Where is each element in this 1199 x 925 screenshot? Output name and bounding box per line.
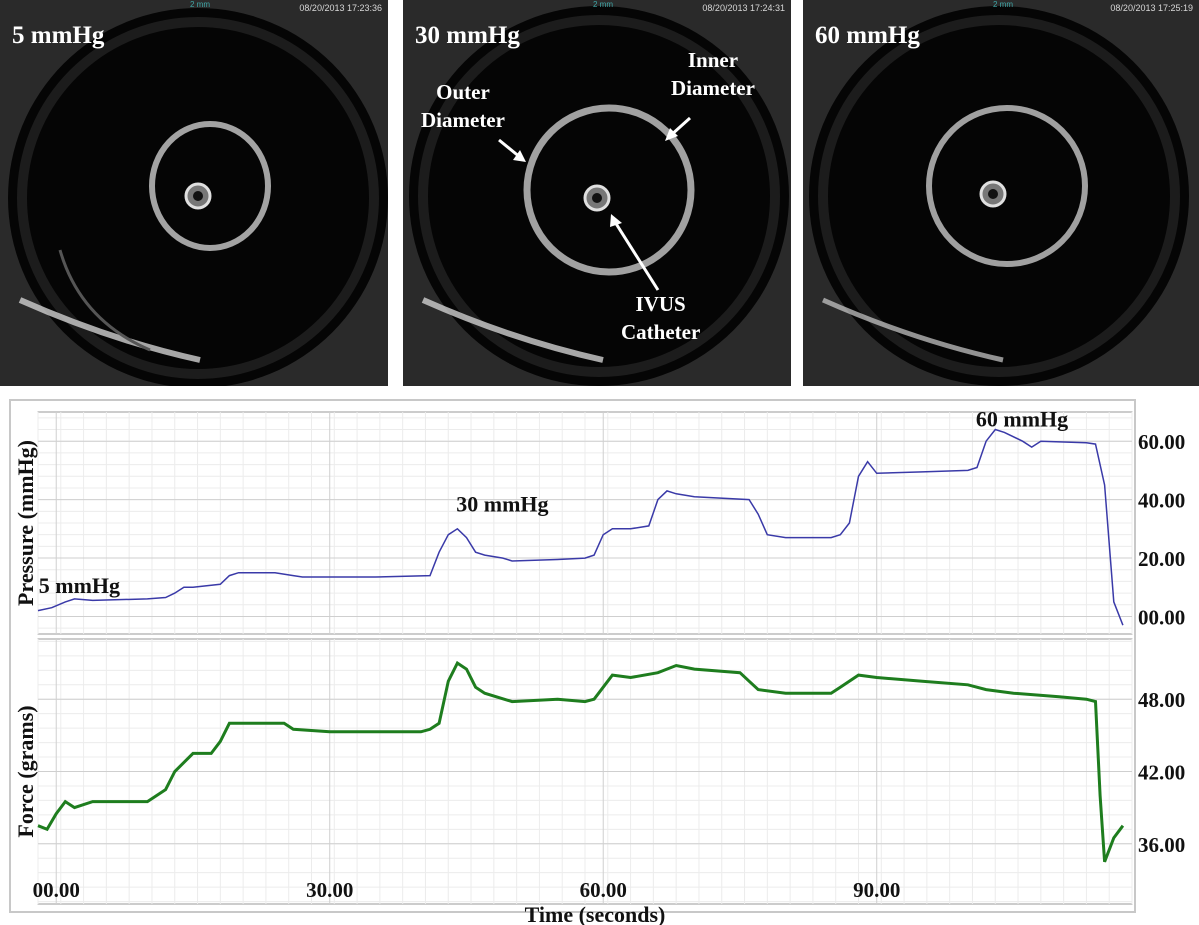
y-axis-label: Force (grams) <box>13 705 38 837</box>
y-tick-label: 00.00 <box>1138 605 1185 629</box>
x-tick-label: 90.00 <box>853 878 900 902</box>
y-tick-label: 42.00 <box>1138 761 1185 785</box>
y-tick-label: 20.00 <box>1138 547 1185 571</box>
chart-panel-1: 36.00 42.00 48.00 Force (grams) <box>13 638 1185 905</box>
ivus-panel-60mmhg: 2 mm 08/20/2013 17:25:19 60 mmHg <box>803 0 1199 386</box>
series-line <box>37 660 1125 863</box>
y-tick-label: 40.00 <box>1138 489 1185 513</box>
x-tick-label: 00.00 <box>33 878 80 902</box>
ivus-panel-30mmhg: 2 mm 08/20/2013 17:24:31 30 mmHg Outer D… <box>403 0 791 386</box>
x-tick-label: 60.00 <box>580 878 627 902</box>
chart-frame <box>9 399 1136 913</box>
ivus-catheter-line1: IVUS <box>635 292 686 316</box>
timestamp: 08/20/2013 17:25:19 <box>1110 3 1193 13</box>
outer-diameter-label: Outer Diameter <box>421 78 505 134</box>
y-tick-label: 48.00 <box>1138 688 1185 712</box>
y-axis-label: Pressure (mmHg) <box>13 440 38 606</box>
inner-diameter-line1: Inner <box>687 48 739 72</box>
chart-annotation: 5 mmHg <box>39 573 120 598</box>
series-line <box>37 428 1124 626</box>
panel-label: 60 mmHg <box>815 22 920 49</box>
inner-diameter-line2: Diameter <box>671 76 755 100</box>
ivus-image-5mmhg <box>8 8 388 386</box>
x-axis-label: Time (seconds) <box>525 902 666 925</box>
y-tick-label: 36.00 <box>1138 833 1185 857</box>
panel-label: 30 mmHg <box>415 22 520 49</box>
pressure-force-chart: 00.00 20.00 40.00 60.00 Pressure (mmHg) 5 mmH… <box>9 399 1185 925</box>
ivus-panel-5mmhg: 2 mm 08/20/2013 17:23:36 5 mmHg <box>0 0 388 386</box>
timestamp: 08/20/2013 17:24:31 <box>702 3 785 13</box>
ivus-catheter-line2: Catheter <box>621 320 701 344</box>
outer-diameter-line1: Outer <box>436 80 490 104</box>
chart-annotation: 60 mmHg <box>976 407 1068 432</box>
scale-label: 2 mm <box>993 0 1013 9</box>
chart-annotation: 30 mmHg <box>456 491 548 516</box>
ivus-image-30mmhg <box>409 6 789 386</box>
y-tick-label: 60.00 <box>1138 430 1185 454</box>
ivus-image-60mmhg <box>809 6 1189 386</box>
outer-diameter-line2: Diameter <box>421 108 505 132</box>
x-tick-label: 30.00 <box>306 878 353 902</box>
scale-label: 2 mm <box>593 0 613 9</box>
scale-label: 2 mm <box>190 0 210 9</box>
panel-label: 5 mmHg <box>12 22 105 49</box>
chart-panel-0: 00.00 20.00 40.00 60.00 Pressure (mmHg) 5 mmH… <box>13 407 1185 635</box>
timestamp: 08/20/2013 17:23:36 <box>299 3 382 13</box>
inner-diameter-label: Inner Diameter <box>671 46 755 102</box>
ivus-catheter-label: IVUS Catheter <box>621 290 700 346</box>
